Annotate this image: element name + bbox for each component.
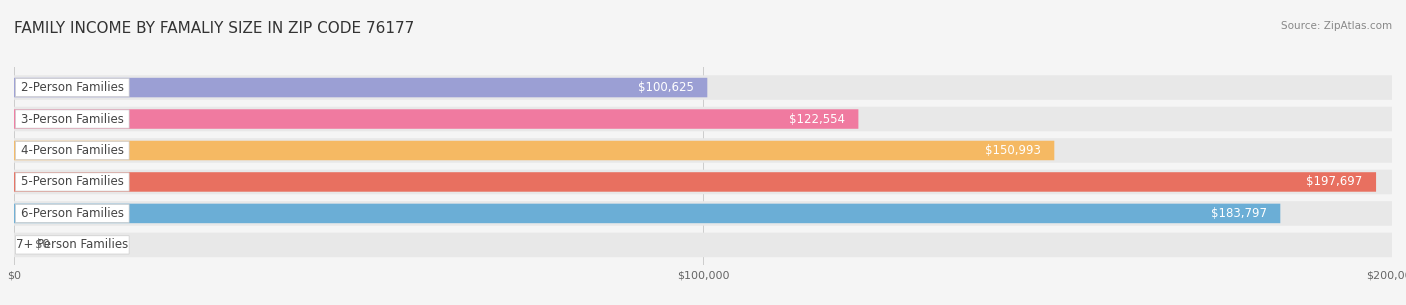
FancyBboxPatch shape xyxy=(14,138,1392,163)
FancyBboxPatch shape xyxy=(14,78,707,97)
Text: 7+ Person Families: 7+ Person Families xyxy=(15,239,128,251)
FancyBboxPatch shape xyxy=(14,172,1376,192)
Text: $150,993: $150,993 xyxy=(984,144,1040,157)
FancyBboxPatch shape xyxy=(15,110,129,128)
Text: $122,554: $122,554 xyxy=(789,113,845,126)
Text: 2-Person Families: 2-Person Families xyxy=(21,81,124,94)
Text: 5-Person Families: 5-Person Families xyxy=(21,175,124,188)
Text: 3-Person Families: 3-Person Families xyxy=(21,113,124,126)
FancyBboxPatch shape xyxy=(14,170,1392,194)
FancyBboxPatch shape xyxy=(14,204,1281,223)
FancyBboxPatch shape xyxy=(15,78,129,97)
FancyBboxPatch shape xyxy=(14,109,859,129)
FancyBboxPatch shape xyxy=(14,201,1392,226)
Text: $0: $0 xyxy=(35,239,49,251)
Text: $100,625: $100,625 xyxy=(638,81,693,94)
FancyBboxPatch shape xyxy=(15,141,129,160)
FancyBboxPatch shape xyxy=(14,141,1054,160)
FancyBboxPatch shape xyxy=(15,204,129,223)
Text: $197,697: $197,697 xyxy=(1306,175,1362,188)
Text: FAMILY INCOME BY FAMALIY SIZE IN ZIP CODE 76177: FAMILY INCOME BY FAMALIY SIZE IN ZIP COD… xyxy=(14,21,415,36)
Text: $183,797: $183,797 xyxy=(1211,207,1267,220)
FancyBboxPatch shape xyxy=(14,107,1392,131)
Text: 4-Person Families: 4-Person Families xyxy=(21,144,124,157)
Text: Source: ZipAtlas.com: Source: ZipAtlas.com xyxy=(1281,21,1392,31)
FancyBboxPatch shape xyxy=(15,173,129,191)
FancyBboxPatch shape xyxy=(15,236,129,254)
FancyBboxPatch shape xyxy=(14,233,1392,257)
Text: 6-Person Families: 6-Person Families xyxy=(21,207,124,220)
FancyBboxPatch shape xyxy=(14,75,1392,100)
